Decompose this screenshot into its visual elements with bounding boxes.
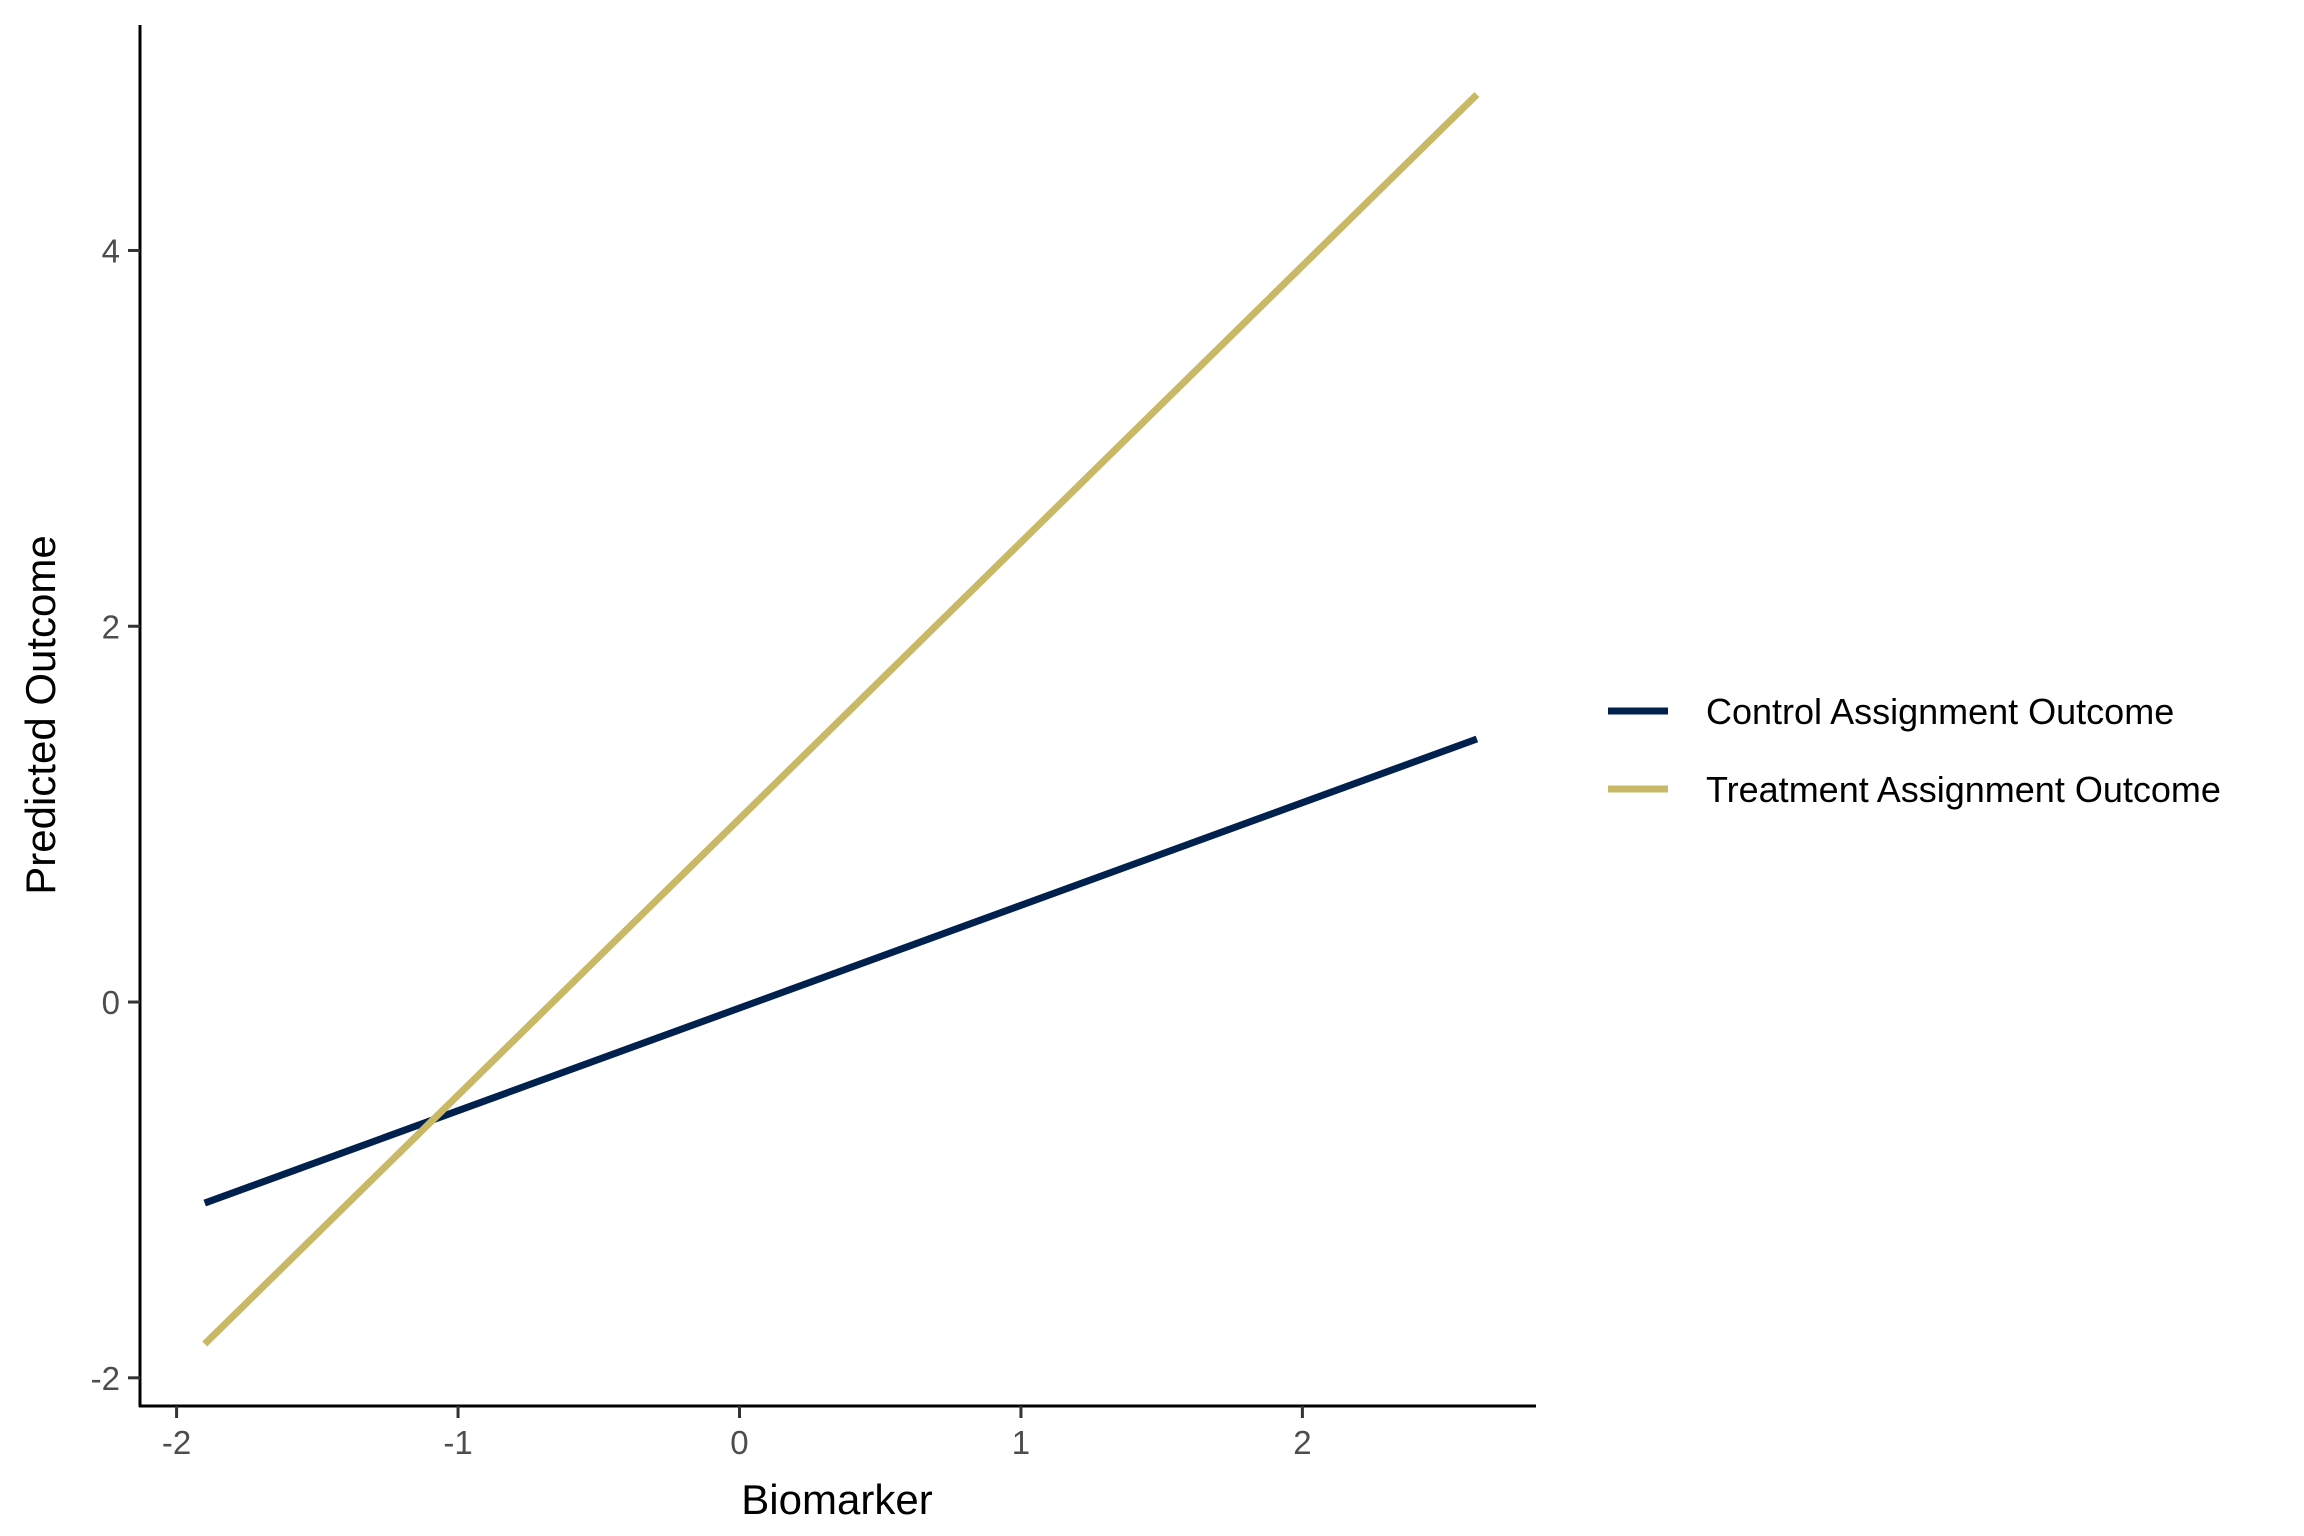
y-tick-label: 2	[102, 608, 120, 645]
legend-label: Control Assignment Outcome	[1706, 691, 2174, 732]
legend-label: Treatment Assignment Outcome	[1706, 769, 2221, 810]
x-tick-label: -2	[162, 1424, 191, 1461]
y-axis-title: Predicted Outcome	[17, 535, 64, 895]
legend-item-treatment: Treatment Assignment Outcome	[1608, 769, 2221, 810]
y-tick-label: 4	[102, 232, 120, 269]
x-tick-label: 2	[1293, 1424, 1311, 1461]
series-line-control	[203, 735, 1479, 1207]
y-tick-label: 0	[102, 984, 120, 1021]
legend: Control Assignment Outcome Treatment Assi…	[1608, 691, 2221, 810]
series-lines	[202, 92, 1480, 1347]
x-tick-label: -1	[443, 1424, 472, 1461]
x-ticks: -2 -1 0 1 2	[162, 1406, 1312, 1461]
series-line-treatment	[202, 92, 1480, 1347]
y-tick-label: -2	[91, 1360, 120, 1397]
x-axis-title: Biomarker	[741, 1476, 932, 1523]
y-ticks: -2 0 2 4	[91, 232, 140, 1397]
x-tick-label: 0	[730, 1424, 748, 1461]
x-tick-label: 1	[1012, 1424, 1030, 1461]
legend-item-control: Control Assignment Outcome	[1608, 691, 2174, 732]
